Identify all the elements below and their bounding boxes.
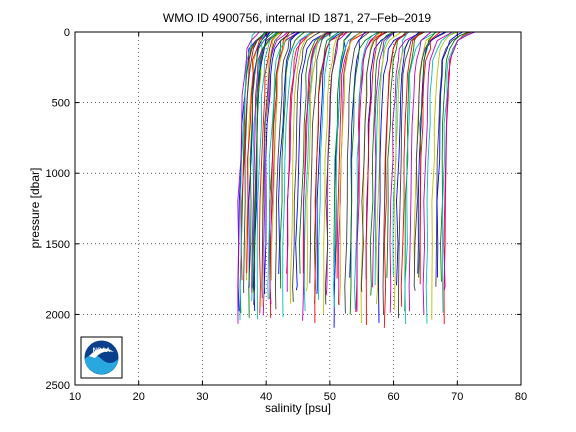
salinity-profile-line <box>338 32 362 305</box>
salinity-profile-line <box>252 32 280 294</box>
salinity-profile-line <box>336 32 368 279</box>
salinity-profile-line <box>360 32 388 292</box>
x-axis-label: salinity [psu] <box>265 401 331 415</box>
salinity-profile-line <box>309 32 328 284</box>
y-tick-label: 500 <box>52 98 70 110</box>
salinity-profile-line <box>378 32 410 323</box>
salinity-profile-line <box>360 32 382 324</box>
salinity-profile-line <box>256 32 279 320</box>
chart-title: WMO ID 4900756, internal ID 1871, 27–Feb… <box>163 11 431 25</box>
salinity-profile-line <box>286 32 314 292</box>
x-tick-label: 50 <box>324 391 336 403</box>
salinity-profile-line <box>443 32 476 291</box>
x-tick-label: 20 <box>133 391 145 403</box>
salinity-profile-line <box>295 32 330 291</box>
salinity-profile-line <box>274 32 301 310</box>
salinity-profile-line <box>389 32 423 313</box>
salinity-profile-line <box>417 32 446 274</box>
plot-area: 10 20 30 40 50 60 70 80 0 500 1000 1500 2000 2500 <box>46 27 528 403</box>
axis-ticks: 10 20 30 40 50 60 70 80 0 500 1000 1500 2000 2500 <box>46 27 528 403</box>
salinity-profile-line <box>292 32 321 302</box>
salinity-profile-line <box>369 32 394 296</box>
x-tick-label: 10 <box>69 391 81 403</box>
y-tick-label: 2000 <box>46 309 70 321</box>
salinity-profile-line <box>398 32 426 319</box>
salinity-profile-line <box>425 32 456 324</box>
salinity-profile-line <box>333 32 363 308</box>
x-tick-label: 30 <box>196 391 208 403</box>
y-axis-label: pressure [dbar] <box>28 168 42 249</box>
salinity-profile-line <box>440 32 469 282</box>
salinity-profile-line <box>396 32 420 286</box>
salinity-profile-line <box>431 32 458 320</box>
salinity-profile-line <box>271 32 293 281</box>
noaa-logo-text: NOAA <box>93 348 111 354</box>
salinity-profile-line <box>278 32 300 275</box>
salinity-profile-line <box>349 32 381 315</box>
salinity-profile-line <box>243 32 268 294</box>
y-tick-label: 1000 <box>46 168 70 180</box>
salinity-profile-line <box>323 32 344 315</box>
salinity-profile-line <box>282 32 312 318</box>
salinity-profile-line <box>324 32 345 305</box>
salinity-profile-line <box>253 32 278 305</box>
salinity-profile-line <box>374 32 396 286</box>
salinity-profile-line <box>365 32 397 280</box>
salinity-profile-line <box>338 32 362 306</box>
x-tick-label: 40 <box>260 391 272 403</box>
salinity-profile-line <box>262 32 289 316</box>
salinity-profile-line <box>422 32 453 315</box>
x-tick-label: 70 <box>451 391 463 403</box>
salinity-profile-line <box>302 32 331 321</box>
salinity-profile-line <box>261 32 284 299</box>
salinity-profile-line <box>354 32 379 310</box>
salinity-profile-line <box>435 32 470 288</box>
salinity-profile-line <box>258 32 282 314</box>
noaa-logo: NOAA <box>80 336 123 379</box>
salinity-profile-line <box>344 32 370 314</box>
salinity-profile-line <box>317 32 340 300</box>
salinity-profile-line <box>314 32 349 324</box>
y-tick-label: 2500 <box>46 380 70 392</box>
noaa-logo-wave <box>84 355 119 375</box>
y-tick-label: 1500 <box>46 239 70 251</box>
salinity-profile-line <box>237 32 260 324</box>
salinity-profile-line <box>419 32 441 285</box>
salinity-profile-line <box>372 32 395 288</box>
salinity-profile-line <box>246 32 268 274</box>
profile-lines <box>237 32 476 328</box>
salinity-profile-line <box>298 32 331 274</box>
salinity-profile-line <box>365 32 383 325</box>
salinity-profile-line <box>375 32 402 305</box>
x-tick-label: 80 <box>515 391 527 403</box>
salinity-profile-line <box>303 32 334 312</box>
salinity-profile-line <box>383 32 409 328</box>
salinity-profile-line <box>436 32 463 278</box>
salinity-profile-line <box>269 32 290 319</box>
salinity-profile-line <box>392 32 409 276</box>
salinity-profile-line <box>404 32 422 312</box>
x-tick-label: 60 <box>387 391 399 403</box>
plot-frame <box>74 31 522 386</box>
salinity-profile-line <box>333 32 352 276</box>
salinity-profile-line <box>306 32 327 292</box>
salinity-profile-line <box>289 32 316 304</box>
salinity-profile-line <box>408 32 432 312</box>
salinity-profile-line <box>248 32 274 318</box>
noaa-logo-gull <box>89 348 114 358</box>
salinity-profile-line <box>279 32 305 289</box>
salinity-profile-line <box>400 32 423 307</box>
salinity-profile-line <box>356 32 381 312</box>
y-tick-label: 0 <box>64 27 70 39</box>
